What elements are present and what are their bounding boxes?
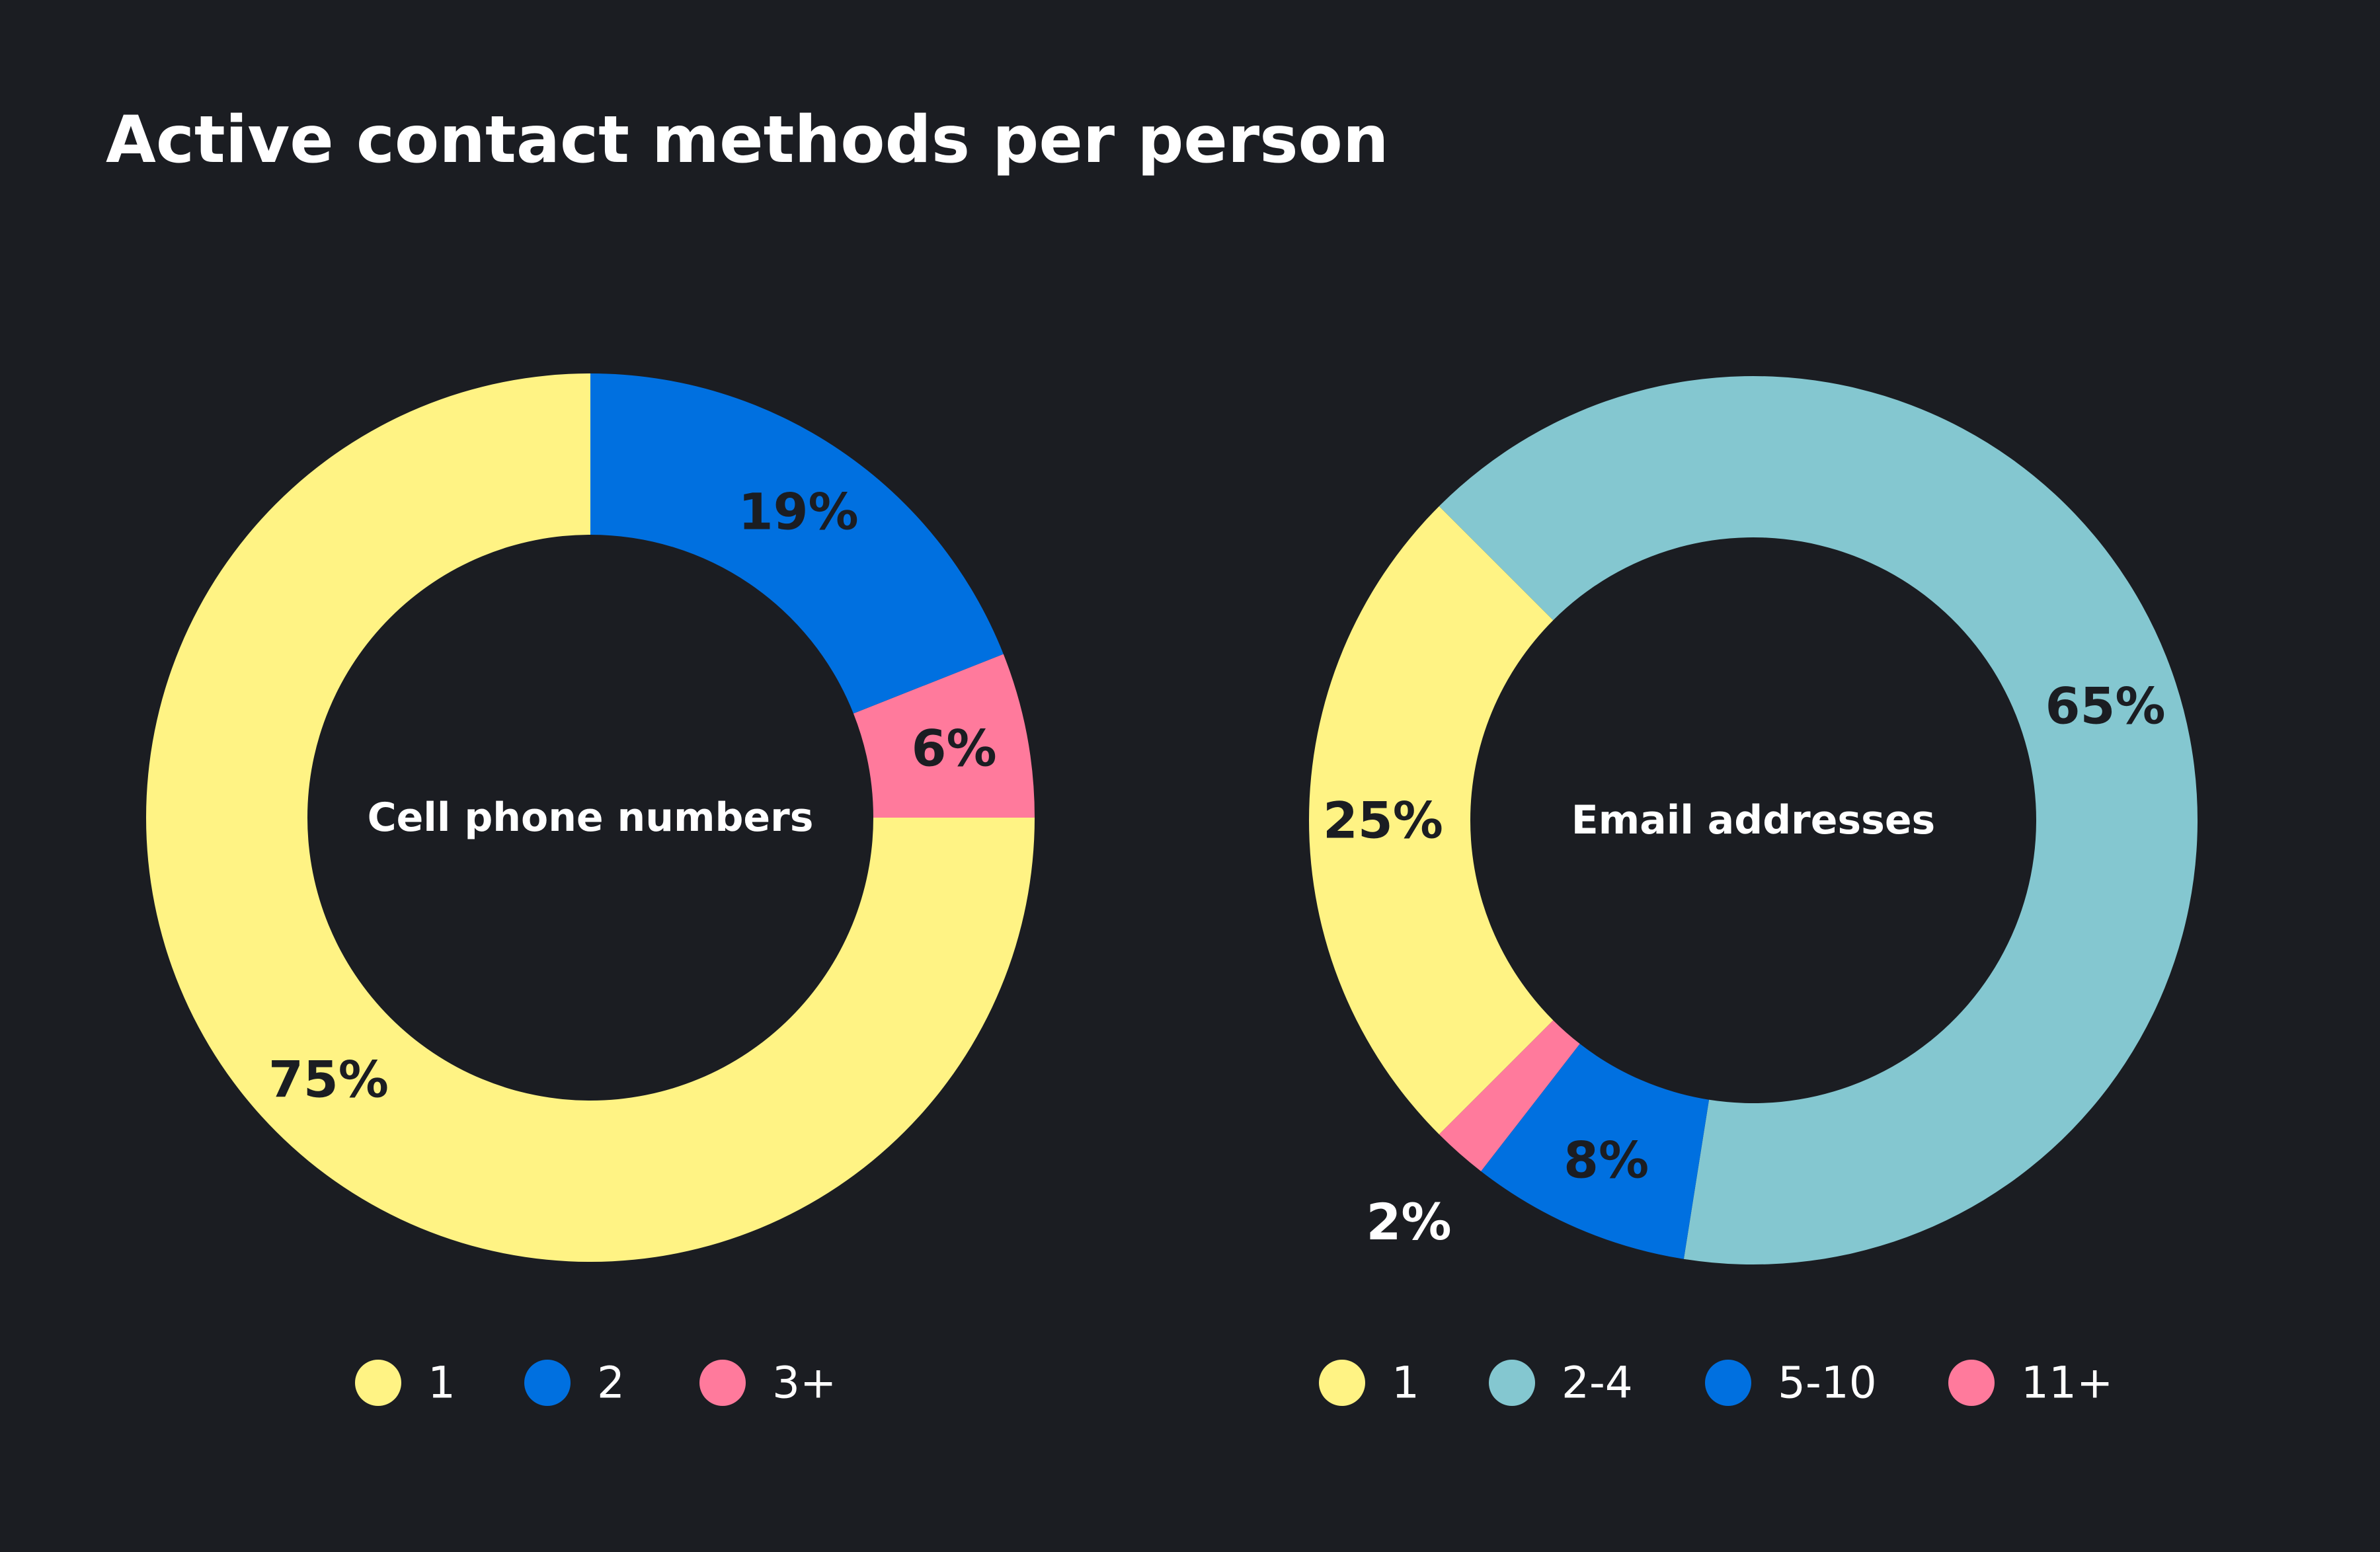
legend-swatch: [1948, 1360, 1995, 1406]
slice-label-5-10: 8%: [1564, 1130, 1649, 1189]
slice-label-2: 19%: [738, 482, 859, 541]
legend-label: 1: [428, 1358, 456, 1409]
donut-center-label: Cell phone numbers: [368, 795, 814, 841]
slice-11-plus: [1439, 1020, 1580, 1171]
donut-center-label: Email addresses: [1571, 797, 1936, 843]
legend-swatch: [1705, 1360, 1751, 1406]
legend-swatch: [1319, 1360, 1365, 1406]
legend-swatch: [524, 1360, 571, 1406]
slice-1: [146, 373, 1035, 1262]
slice-2-4: [1439, 375, 2198, 1264]
legend-item-1: 1: [355, 1358, 456, 1409]
slice-3-plus: [853, 654, 1035, 818]
legend-swatch: [1489, 1360, 1535, 1406]
slice-label-1: 75%: [268, 1050, 389, 1108]
slice-label-1: 25%: [1323, 791, 1443, 850]
donut-email-addresses: 65% 8% 2% 25% Email addresses 1 2-4 5-10 11+: [1309, 375, 2198, 1409]
legend-item-11-plus: 11+: [1948, 1358, 2113, 1409]
slice-label-3-plus: 6%: [912, 719, 997, 778]
legend-item-2: 2: [524, 1358, 625, 1409]
chart-title: Active contact methods per person: [106, 102, 1389, 178]
legend-label: 3+: [772, 1358, 836, 1409]
legend-item-2-4: 2-4: [1489, 1358, 1633, 1409]
legend-label: 1: [1392, 1358, 1419, 1409]
legend-label: 11+: [2021, 1358, 2113, 1409]
legend-label: 5-10: [1778, 1358, 1877, 1409]
slice-label-11-plus: 2%: [1367, 1192, 1452, 1251]
legend-label: 2-4: [1562, 1358, 1633, 1409]
slice-5-10: [1481, 1044, 1710, 1259]
slice-2: [590, 373, 1004, 714]
donut-cell-phone-numbers: 19% 6% 75% Cell phone numbers 1 2 3+: [146, 373, 1035, 1409]
legend-label: 2: [597, 1358, 625, 1409]
slice-label-2-4: 65%: [2045, 676, 2166, 735]
legend-item-1: 1: [1319, 1358, 1419, 1409]
legend-swatch: [699, 1360, 746, 1406]
legend-item-5-10: 5-10: [1705, 1358, 1877, 1409]
slice-1: [1309, 506, 1554, 1135]
legend-item-3-plus: 3+: [699, 1358, 836, 1409]
legend-swatch: [355, 1360, 401, 1406]
